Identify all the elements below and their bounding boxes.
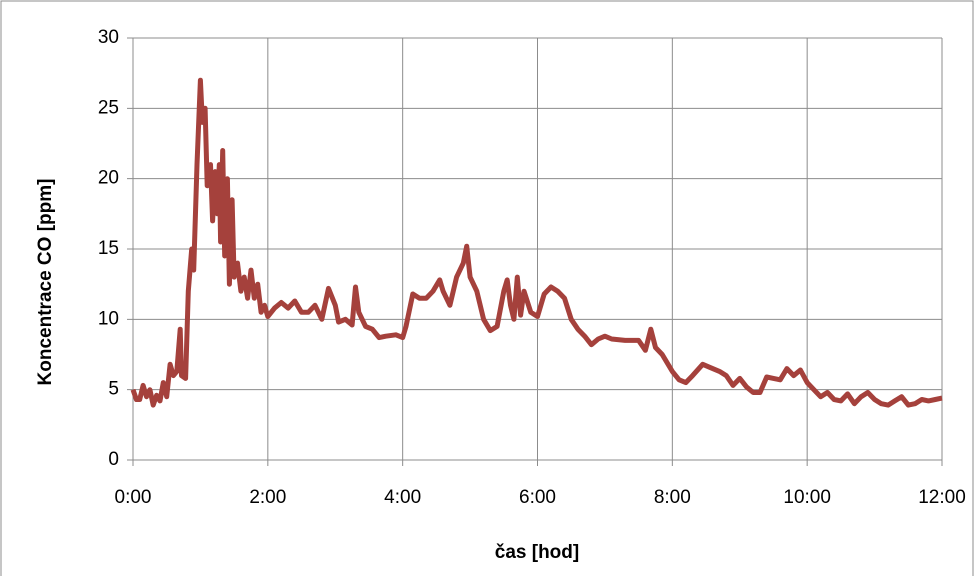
- x-tick-label: 12:00: [918, 487, 966, 508]
- data-line: [130, 77, 943, 408]
- y-tick-label: 20: [98, 168, 119, 189]
- y-axis-label: Koncentrace CO [ppm]: [35, 179, 56, 386]
- y-tick-label: 30: [98, 27, 119, 48]
- x-tick-label: 10:00: [783, 487, 831, 508]
- x-tick-label: 8:00: [654, 487, 691, 508]
- y-tick-label: 25: [98, 97, 119, 118]
- x-tick-label: 4:00: [384, 487, 421, 508]
- y-tick-label: 15: [98, 238, 119, 259]
- x-axis-label: čas [hod]: [495, 542, 579, 563]
- x-tick-label: 6:00: [519, 487, 556, 508]
- x-tick-label: 2:00: [249, 487, 286, 508]
- y-tick-label: 10: [98, 308, 119, 329]
- y-tick-label: 0: [108, 449, 119, 470]
- y-tick-label: 5: [108, 379, 119, 400]
- x-tick-label: 0:00: [115, 487, 152, 508]
